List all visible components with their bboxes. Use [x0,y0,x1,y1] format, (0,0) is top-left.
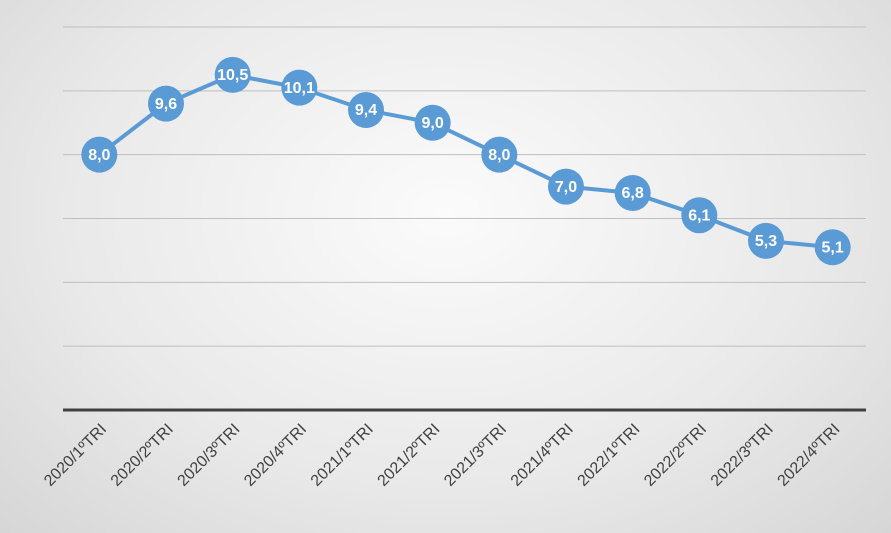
data-label: 9,6 [155,96,177,113]
data-label: 10,5 [217,67,248,84]
data-label: 9,4 [355,102,377,119]
x-tick-label: 2021/2ºTRI [375,421,444,490]
data-point [614,174,651,211]
x-tick-label: 2021/3ºTRI [441,421,510,490]
data-label: 5,1 [822,239,844,256]
x-tick-label: 2020/4ºTRI [241,421,310,490]
data-point [281,69,318,106]
data-point [214,56,251,93]
data-label: 10,1 [284,80,315,97]
data-point [814,229,851,266]
data-point [414,104,451,141]
data-label: 8,0 [88,147,110,164]
data-point [148,85,184,122]
x-tick-label: 2021/4ºTRI [508,421,577,490]
x-tick-label: 2020/2ºTRI [108,421,177,490]
data-label: 7,0 [555,179,577,196]
data-point [481,136,518,173]
data-point [748,222,784,259]
data-line [98,72,833,250]
data-label: 5,3 [755,233,777,250]
x-tick-label: 2022/4ºTRI [775,421,844,490]
x-tick-label: 2022/1ºTRI [575,421,644,490]
data-label: 6,1 [688,208,710,225]
x-tick-label: 2022/2ºTRI [641,421,710,490]
x-tick-label: 2020/1ºTRI [41,421,110,490]
x-tick-label: 2022/3ºTRI [708,421,777,490]
data-point [348,91,384,128]
x-tick-label: 2021/1ºTRI [308,421,377,490]
data-label: 6,8 [622,185,644,202]
data-point [681,197,718,234]
data-point [81,136,118,173]
data-label: 8,0 [488,147,510,164]
data-label: 9,0 [422,115,444,132]
data-point [548,168,584,205]
x-tick-label: 2020/3ºTRI [175,421,244,490]
